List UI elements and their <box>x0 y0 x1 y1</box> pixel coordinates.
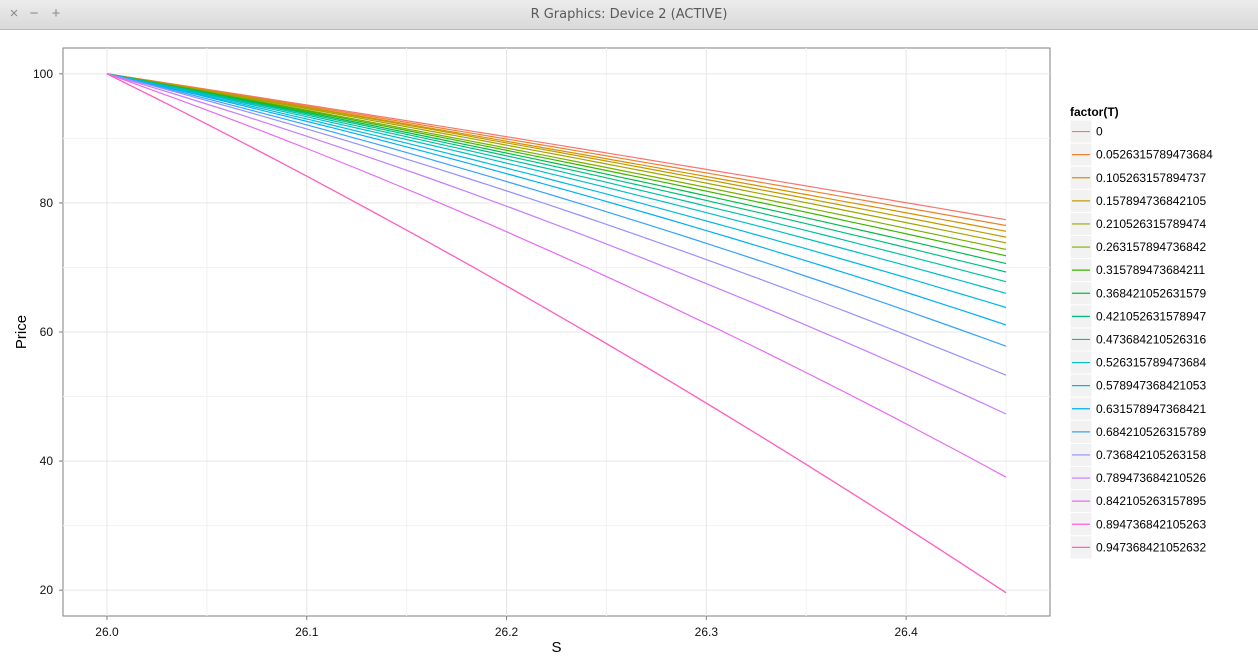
legend-label: 0.578947368421053 <box>1096 379 1206 393</box>
y-tick-label: 100 <box>33 67 53 81</box>
title-bar[interactable]: × − + R Graphics: Device 2 (ACTIVE) <box>0 0 1258 30</box>
legend-label: 0.684210526315789 <box>1096 425 1206 439</box>
legend-label: 0.789473684210526 <box>1096 471 1206 485</box>
legend-label: 0 <box>1096 125 1103 139</box>
series-line-14 <box>106 73 1007 376</box>
axes: 26.0 26.1 26.2 26.3 26.4 20 40 60 80 100 <box>33 67 918 639</box>
series-lines <box>106 73 1007 594</box>
legend-label: 0.842105263157895 <box>1096 494 1206 508</box>
x-axis-title: S <box>551 639 561 656</box>
window-title: R Graphics: Device 2 (ACTIVE) <box>530 7 728 22</box>
series-line-1 <box>106 73 1007 227</box>
legend-label: 0.210526315789474 <box>1096 217 1206 231</box>
series-line-18 <box>106 73 1007 594</box>
series-line-12 <box>106 73 1007 326</box>
legend-label: 0.894736842105263 <box>1096 517 1206 531</box>
minimize-icon[interactable]: − <box>29 5 39 22</box>
x-tick-label: 26.0 <box>95 625 119 639</box>
plot-panel <box>62 47 1051 617</box>
legend: factor(T) 0 0.0526315789473684 0.1052631578… <box>1069 105 1213 560</box>
legend-label: 0.157894736842105 <box>1096 194 1206 208</box>
maximize-icon[interactable]: + <box>51 5 61 22</box>
series-line-3 <box>106 73 1007 238</box>
series-line-8 <box>106 73 1007 273</box>
series-line-15 <box>106 73 1007 415</box>
legend-title: factor(T) <box>1070 105 1119 119</box>
series-line-0 <box>106 73 1007 221</box>
legend-label: 0.631578947368421 <box>1096 402 1206 416</box>
series-line-6 <box>106 73 1007 257</box>
close-icon[interactable]: × <box>9 5 19 22</box>
legend-label: 0.736842105263158 <box>1096 448 1206 462</box>
y-axis-title: Price <box>13 315 30 349</box>
x-tick-label: 26.1 <box>295 625 319 639</box>
y-tick-label: 60 <box>40 325 54 339</box>
series-line-10 <box>106 73 1007 294</box>
y-tick-label: 20 <box>40 583 54 597</box>
legend-label: 0.421052631578947 <box>1096 309 1206 323</box>
series-line-16 <box>106 73 1007 478</box>
series-line-13 <box>106 73 1007 347</box>
series-line-5 <box>106 73 1007 250</box>
legend-label: 0.105263157894737 <box>1096 171 1206 185</box>
legend-label: 0.263157894736842 <box>1096 240 1206 254</box>
y-tick-label: 40 <box>40 454 54 468</box>
series-line-11 <box>106 73 1007 309</box>
legend-label: 0.526315789473684 <box>1096 356 1206 370</box>
y-tick-label: 80 <box>40 196 54 210</box>
x-tick-label: 26.3 <box>695 625 719 639</box>
series-line-7 <box>106 73 1007 265</box>
legend-label: 0.368421052631579 <box>1096 286 1206 300</box>
legend-label: 0.473684210526316 <box>1096 332 1206 346</box>
series-line-9 <box>106 73 1007 283</box>
series-line-4 <box>106 73 1007 244</box>
legend-label: 0.947368421052632 <box>1096 540 1206 554</box>
legend-label: 0.0526315789473684 <box>1096 148 1213 162</box>
x-tick-label: 26.2 <box>495 625 519 639</box>
legend-label: 0.315789473684211 <box>1096 263 1206 277</box>
x-tick-label: 26.4 <box>894 625 918 639</box>
